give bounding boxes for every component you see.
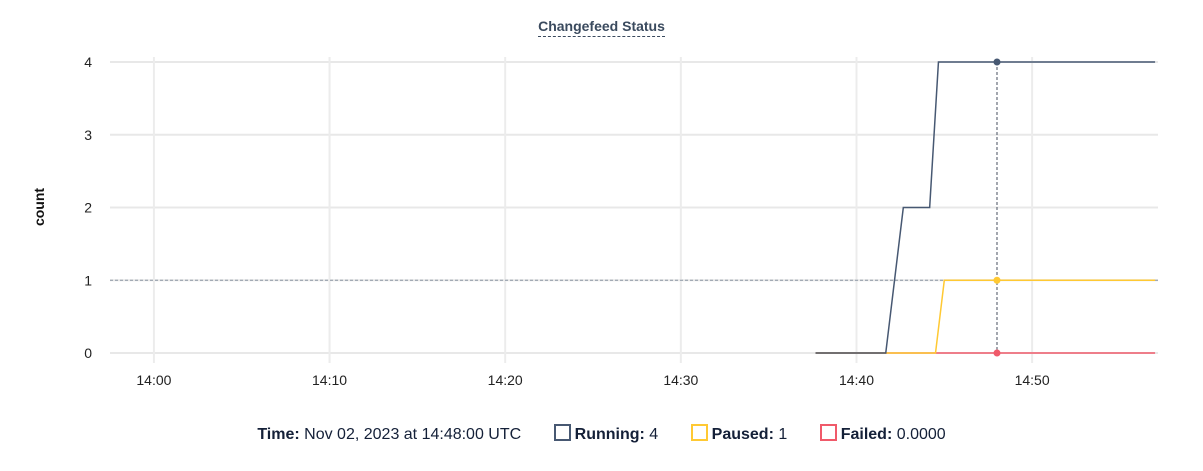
legend-paused[interactable]: Paused: 1 bbox=[690, 424, 787, 443]
y-tick-label: 0 bbox=[84, 345, 92, 361]
y-tick-label: 1 bbox=[84, 272, 92, 288]
failed-swatch bbox=[819, 424, 837, 441]
x-tick-label: 14:20 bbox=[488, 372, 523, 388]
running-swatch bbox=[553, 424, 571, 441]
time-label: Time: bbox=[257, 426, 300, 443]
legend-failed[interactable]: Failed: 0.0000 bbox=[819, 424, 946, 443]
x-tick-label: 14:10 bbox=[312, 372, 347, 388]
x-tick-label: 14:00 bbox=[136, 372, 171, 388]
legend: Time: Nov 02, 2023 at 14:48:00 UTC Runni… bbox=[0, 424, 1203, 444]
x-tick-label: 14:30 bbox=[663, 372, 698, 388]
series-line-running bbox=[815, 61, 1156, 354]
y-tick-label: 3 bbox=[84, 127, 92, 143]
y-tick-label: 2 bbox=[84, 200, 92, 216]
y-axis-label: count bbox=[31, 188, 47, 226]
hover-point-paused bbox=[993, 276, 1001, 284]
legend-running[interactable]: Running: 4 bbox=[553, 424, 658, 443]
paused-swatch bbox=[690, 424, 708, 441]
chart-title: Changefeed Status bbox=[538, 18, 665, 37]
series-line-paused bbox=[815, 279, 1156, 354]
hover-point-failed bbox=[993, 349, 1001, 357]
hover-point-running bbox=[993, 58, 1001, 66]
y-tick-label: 4 bbox=[84, 54, 92, 70]
time-value: Nov 02, 2023 at 14:48:00 UTC bbox=[304, 426, 522, 443]
x-tick-label: 14:40 bbox=[839, 372, 874, 388]
x-tick-label: 14:50 bbox=[1015, 372, 1050, 388]
